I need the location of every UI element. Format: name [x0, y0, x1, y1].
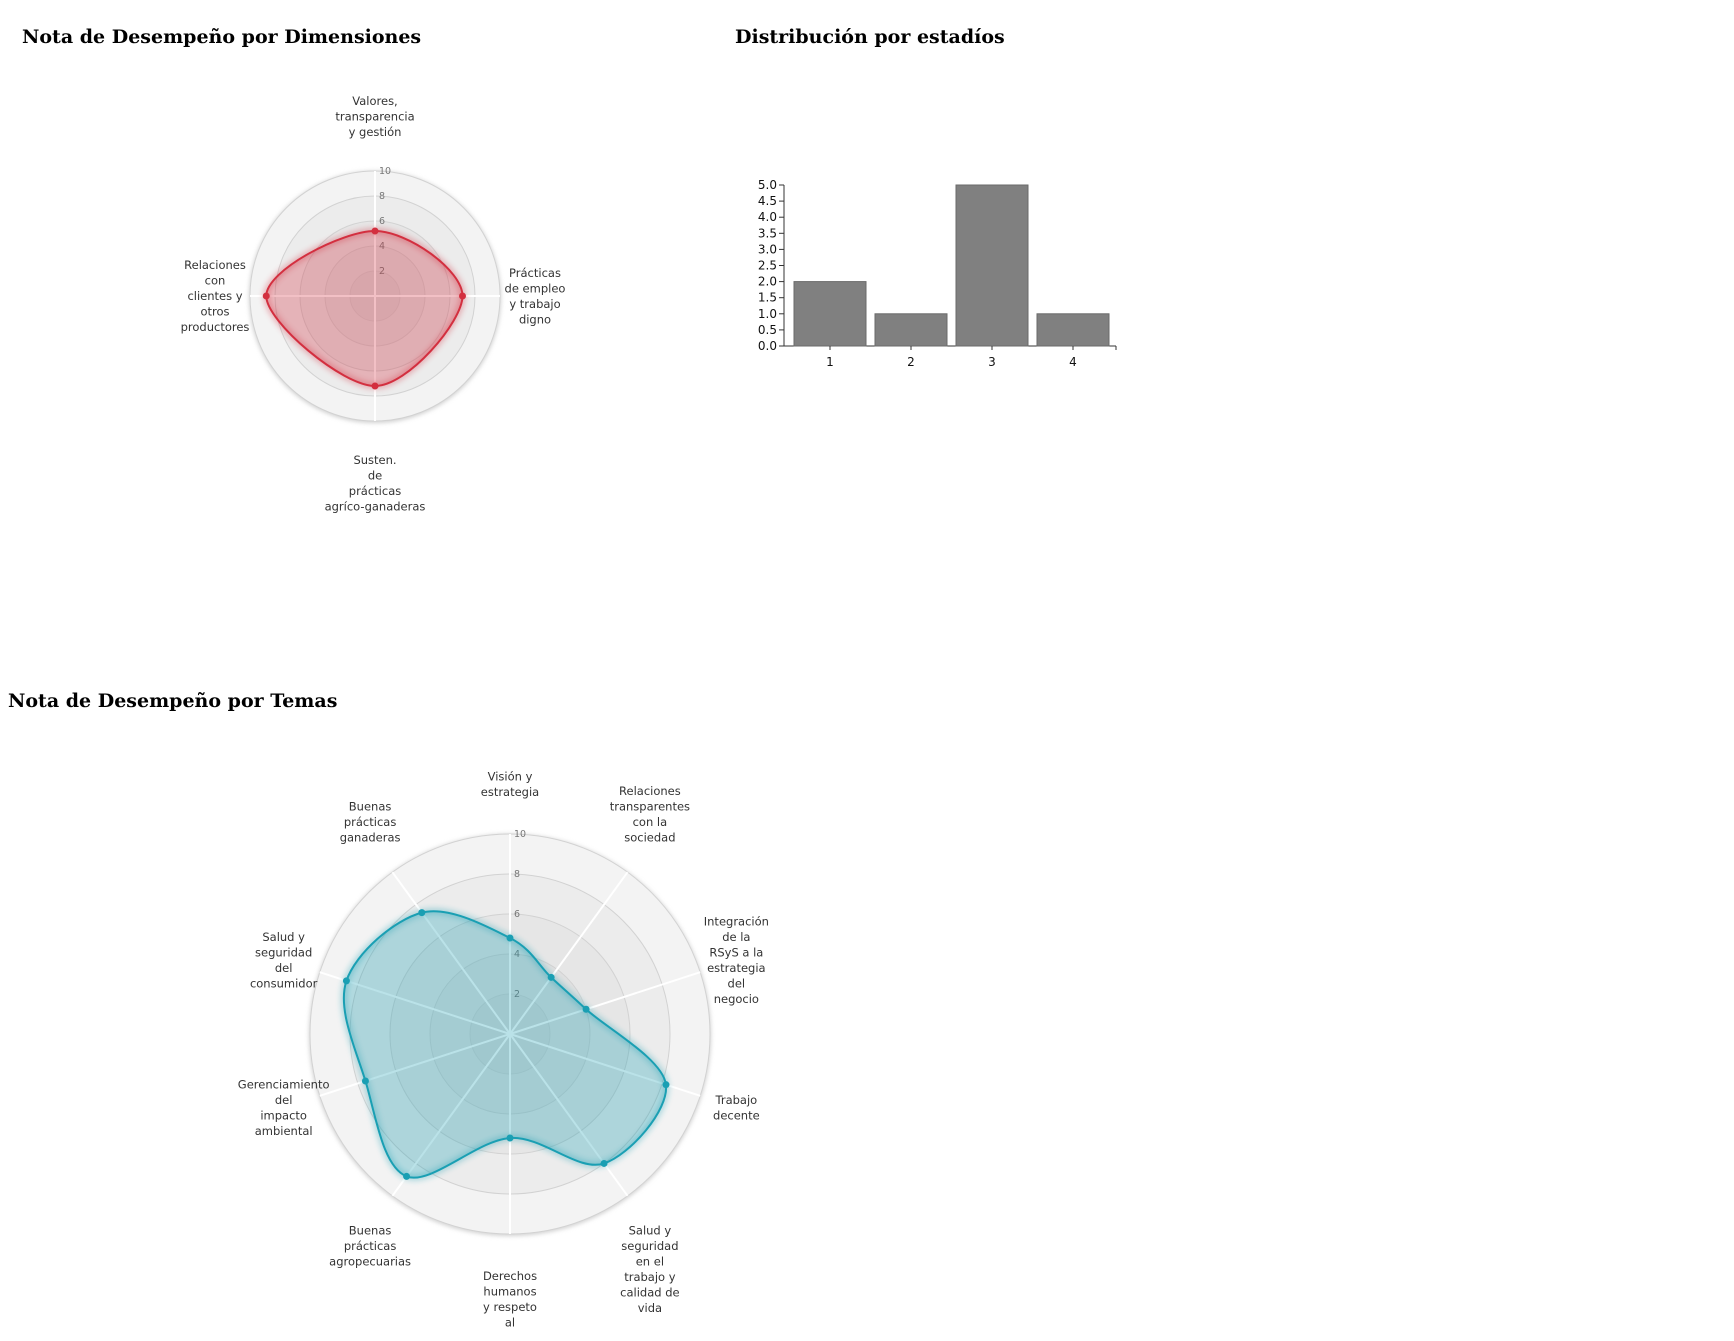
radar-dimensiones: 2 4 6 8 10 Valores, transparencia y gestión Prác…	[181, 94, 566, 514]
radar-point[interactable]	[582, 1005, 590, 1013]
radar-tick-label: 2	[514, 989, 520, 1000]
bar[interactable]	[874, 313, 948, 347]
radar-spoke	[319, 1033, 511, 1097]
radar-axis-label: Visión y estrategia	[481, 770, 539, 800]
radar-tick-label: 4	[514, 949, 520, 960]
radar-spoke	[391, 871, 511, 1035]
radar-tick-label: 10	[379, 166, 391, 177]
radar-tick-label: 10	[514, 829, 526, 840]
title-estadios: Distribución por estadíos	[735, 26, 1005, 48]
title-dimensiones: Nota de Desempeño por Dimensiones	[22, 26, 422, 48]
radar-axis-label: Buenas prácticas agropecuarias	[329, 1224, 411, 1269]
radar-point[interactable]	[418, 909, 426, 917]
radar-tick-label: 4	[379, 241, 385, 252]
radar-spoke	[509, 971, 701, 1035]
radar-axis-label: Trabajo decente	[713, 1093, 760, 1123]
radar-tick-label: 8	[514, 869, 520, 880]
radar-temas: 2 4 6 8 10 Visión y estrategia Relaciones transp…	[238, 770, 769, 1330]
radar-axis-label: Susten. de prácticas agríco-ganaderas	[325, 453, 426, 514]
x-tick-label: 3	[988, 355, 996, 369]
y-tick-label: 0.0	[758, 339, 777, 353]
radar-spoke	[509, 1033, 629, 1197]
radar-axis-label: Salud y seguridad en el trabajo y calidad de…	[620, 1224, 679, 1316]
radar-tick-label: 6	[379, 216, 385, 227]
bar[interactable]	[1036, 313, 1110, 347]
bar[interactable]	[955, 184, 1029, 347]
radar-point[interactable]	[506, 934, 514, 942]
x-tick-label: 1	[826, 355, 834, 369]
radar-point[interactable]	[371, 227, 379, 235]
radar-point[interactable]	[361, 1077, 369, 1085]
y-tick-label: 3.5	[758, 226, 777, 240]
radar-tick-label: 6	[514, 909, 520, 920]
radar-point[interactable]	[342, 977, 350, 985]
radar-point[interactable]	[547, 973, 555, 981]
x-tick-label: 2	[907, 355, 915, 369]
y-tick-label: 1.5	[758, 291, 777, 305]
radar-point[interactable]	[403, 1172, 411, 1180]
radar-point[interactable]	[459, 292, 466, 300]
radar-point[interactable]	[662, 1081, 670, 1089]
radar-spoke	[391, 1033, 511, 1197]
x-tick-label: 4	[1069, 355, 1077, 369]
y-tick-label: 4.0	[758, 210, 777, 224]
y-tick-label: 0.5	[758, 323, 777, 337]
y-tick-label: 5.0	[758, 178, 777, 192]
radar-axis-label: Gerenciamiento del impacto ambiental	[238, 1077, 330, 1138]
radar-axis-label: Derechos humanos y respeto al	[483, 1269, 537, 1330]
radar-point[interactable]	[371, 382, 379, 390]
radar-point[interactable]	[600, 1159, 608, 1167]
radar-axis-label: Prácticas de empleo y trabajo digno	[505, 266, 566, 327]
y-tick-label: 3.0	[758, 242, 777, 256]
y-tick-label: 4.5	[758, 194, 777, 208]
y-tick-label: 2.5	[758, 259, 777, 273]
radar-point[interactable]	[506, 1134, 514, 1142]
y-tick-label: 1.0	[758, 307, 777, 321]
radar-axis-label: Relaciones transparentes con la sociedad	[610, 784, 690, 845]
radar-tick-label: 2	[379, 266, 385, 277]
radar-tick-label: 8	[379, 191, 385, 202]
y-tick-label: 2.0	[758, 275, 777, 289]
bar[interactable]	[793, 281, 867, 347]
radar-axis-label: Salud y seguridad del consumidor	[250, 930, 318, 991]
radar-spoke	[319, 971, 511, 1035]
radar-axis-label: Valores, transparencia y gestión	[335, 94, 414, 139]
bar-chart-estadios: 0.0 0.5 1.0 1.5 2.0 2.5 3.0 3.5 4.0 4.5 5.0 1 2 3 4	[758, 178, 1117, 369]
radar-axis-label: Buenas prácticas ganaderas	[340, 799, 401, 844]
radar-point[interactable]	[262, 292, 270, 300]
radar-axis-label: Integración de la RSyS a la estrategia del ne…	[704, 915, 769, 1007]
radar-spoke	[509, 871, 629, 1035]
radar-axis-label: Relaciones con clientes y otros productores	[181, 258, 250, 334]
title-temas: Nota de Desempeño por Temas	[8, 690, 338, 712]
